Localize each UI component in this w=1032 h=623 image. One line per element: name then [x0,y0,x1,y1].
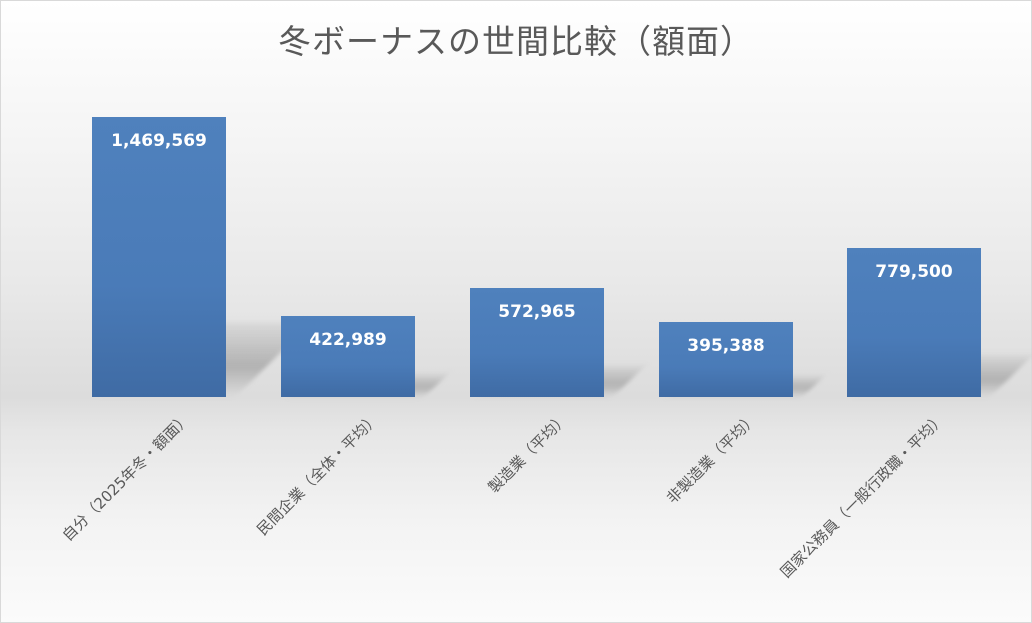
category-label: 非製造業（平均） [663,408,761,507]
data-label: 422,989 [309,330,387,350]
data-label: 572,965 [498,302,576,322]
bar[interactable]: 572,965 [470,288,604,397]
bar[interactable]: 1,469,569 [92,117,226,397]
bar[interactable]: 422,989 [281,316,415,397]
category-label: 民間企業（全体・平均） [253,408,383,539]
data-label: 1,469,569 [111,131,207,151]
category-label: 自分（2025年冬・額面） [58,408,194,545]
data-label: 395,388 [687,336,765,356]
category-label: 製造業（平均） [484,408,572,496]
category-label: 国家公務員（一般行政職・平均） [776,408,949,581]
chart-title: 冬ボーナスの世間比較（額面） [278,22,754,61]
bar[interactable]: 779,500 [847,248,981,397]
bar[interactable]: 395,388 [659,322,793,397]
data-label: 779,500 [875,262,953,282]
